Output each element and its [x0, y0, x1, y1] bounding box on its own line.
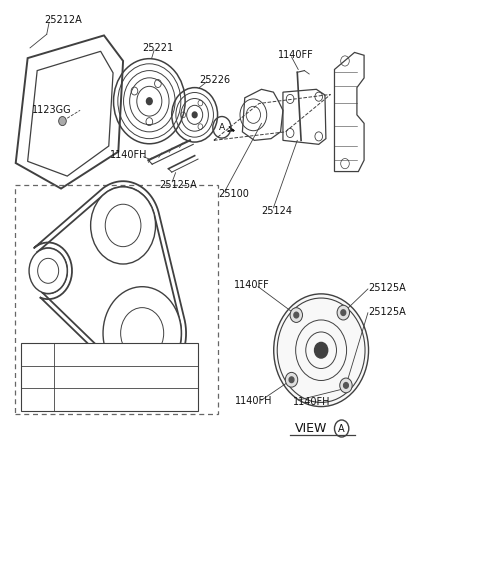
- Bar: [15, 185, 217, 414]
- Circle shape: [120, 308, 164, 359]
- Text: AN: AN: [30, 395, 45, 404]
- Text: CRANKSHAFT: CRANKSHAFT: [60, 350, 122, 359]
- Circle shape: [290, 308, 302, 323]
- Text: 1140FH: 1140FH: [110, 149, 148, 160]
- Circle shape: [146, 98, 152, 105]
- Text: 25100: 25100: [218, 189, 250, 200]
- Text: 25124: 25124: [262, 206, 292, 216]
- Circle shape: [337, 306, 349, 320]
- Circle shape: [294, 312, 299, 318]
- Circle shape: [105, 204, 141, 247]
- Text: 1140FH: 1140FH: [293, 397, 331, 408]
- Text: 1140FF: 1140FF: [278, 50, 314, 60]
- Circle shape: [289, 377, 294, 382]
- Circle shape: [285, 372, 298, 387]
- Text: 25125A: 25125A: [159, 180, 197, 190]
- Text: 25221: 25221: [142, 43, 173, 53]
- Text: AN: AN: [40, 264, 57, 278]
- Text: A: A: [219, 123, 225, 132]
- Circle shape: [274, 294, 369, 406]
- Text: 25226: 25226: [199, 75, 230, 85]
- Text: CS: CS: [31, 350, 45, 359]
- Circle shape: [59, 116, 66, 125]
- Text: 25125A: 25125A: [368, 307, 406, 317]
- Circle shape: [192, 112, 197, 117]
- Text: ALTERNATOR: ALTERNATOR: [60, 395, 121, 404]
- Text: 25125A: 25125A: [368, 283, 406, 293]
- Text: A: A: [338, 424, 345, 434]
- Bar: [22, 343, 198, 411]
- Text: CS: CS: [134, 327, 150, 340]
- Text: WP: WP: [114, 219, 132, 232]
- Circle shape: [29, 248, 67, 294]
- Text: 1140FF: 1140FF: [234, 280, 270, 290]
- Text: WP: WP: [29, 372, 47, 381]
- Text: WATER PUMP: WATER PUMP: [60, 372, 122, 381]
- Text: VIEW: VIEW: [295, 422, 328, 435]
- Text: 1123GG: 1123GG: [33, 105, 72, 115]
- Text: 25212A: 25212A: [44, 15, 82, 25]
- Circle shape: [91, 187, 156, 264]
- Circle shape: [341, 310, 346, 315]
- Circle shape: [340, 378, 352, 393]
- Text: 1140FH: 1140FH: [235, 396, 273, 406]
- Circle shape: [37, 258, 59, 283]
- Circle shape: [344, 382, 348, 388]
- Circle shape: [103, 287, 181, 380]
- Circle shape: [314, 343, 328, 358]
